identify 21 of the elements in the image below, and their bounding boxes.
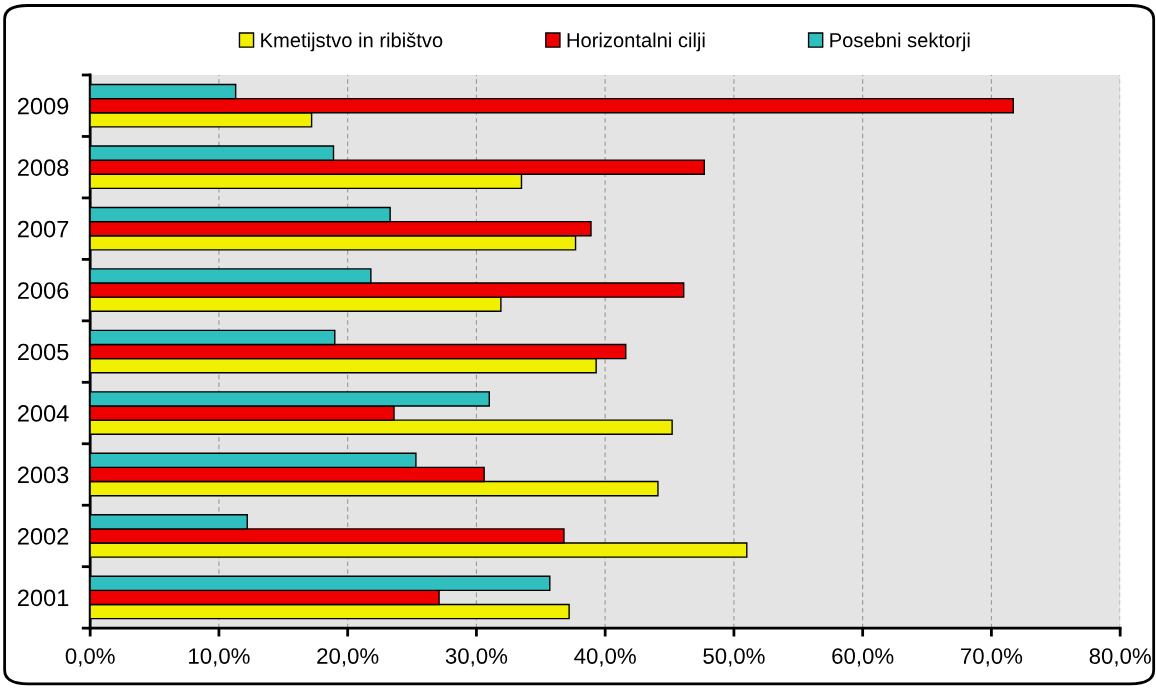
y-tick-label: 2006 <box>18 282 69 299</box>
x-tick-label: 20,0% <box>317 648 379 667</box>
y-tick-label: 2008 <box>18 159 69 176</box>
legend-label: Kmetijstvo in ribištvo <box>261 32 443 52</box>
y-tick-label: 2004 <box>18 405 69 422</box>
legend-label: Posebni sektorji <box>830 32 970 52</box>
y-tick-label: 2001 <box>18 589 69 607</box>
x-tick-label: 10,0% <box>189 648 250 667</box>
y-tick-label: 2003 <box>18 466 69 484</box>
x-tick-label: 30,0% <box>445 648 508 667</box>
x-tick-label: 0,0% <box>65 648 115 667</box>
x-tick-label: 50,0% <box>703 648 765 667</box>
y-tick-label: 2007 <box>18 220 69 238</box>
x-tick-label: 40,0% <box>574 648 636 667</box>
x-tick-label: 80,0% <box>1089 648 1151 667</box>
y-tick-label: 2002 <box>18 528 69 545</box>
y-tick-label: 2009 <box>18 97 69 115</box>
y-tick-label: 2005 <box>18 343 69 361</box>
x-tick-label: 60,0% <box>832 648 894 667</box>
x-tick-label: 70,0% <box>961 648 1023 667</box>
legend-label: Horizontalni cilji <box>567 32 705 52</box>
